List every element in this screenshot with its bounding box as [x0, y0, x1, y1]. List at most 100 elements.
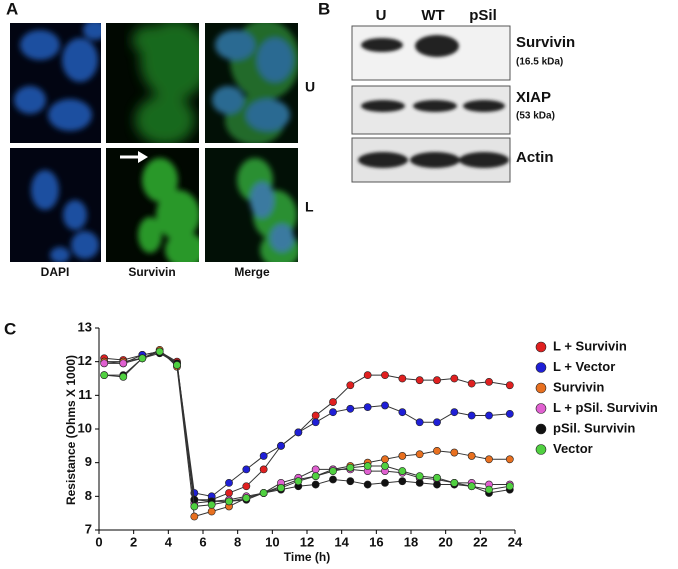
- data-point: [225, 478, 233, 487]
- data-point: [398, 408, 407, 417]
- y-tick-label: 7: [85, 521, 92, 536]
- legend-marker: [535, 423, 547, 435]
- data-point: [277, 441, 285, 450]
- x-tick-label: 2: [130, 534, 137, 549]
- data-point: [100, 359, 109, 368]
- x-tick-label: 12: [300, 534, 314, 549]
- lane-label: pSil: [469, 7, 497, 24]
- data-point: [346, 404, 355, 413]
- legend-label: Vector: [553, 441, 593, 456]
- y-tick-label: 8: [85, 488, 92, 503]
- data-point: [485, 377, 493, 386]
- data-point: [450, 448, 459, 457]
- band-size: (53 kDa): [516, 111, 555, 122]
- data-point: [190, 512, 199, 521]
- data-point: [311, 480, 320, 489]
- series-line: [104, 349, 510, 518]
- data-point: [363, 371, 372, 380]
- y-tick-label: 10: [78, 420, 92, 435]
- x-tick-label: 10: [265, 534, 279, 549]
- data-point: [381, 478, 389, 487]
- legend-label: pSil. Survivin: [553, 420, 635, 435]
- legend-marker: [535, 382, 547, 394]
- x-tick-label: 24: [508, 534, 523, 549]
- data-point: [294, 428, 303, 437]
- x-tick-label: 8: [234, 534, 241, 549]
- x-tick-label: 14: [334, 534, 349, 549]
- data-point: [381, 455, 389, 464]
- data-point: [329, 398, 337, 406]
- column-label: DAPI: [41, 265, 70, 279]
- x-tick-label: 16: [369, 534, 383, 549]
- y-tick-label: 13: [78, 319, 92, 334]
- data-point: [450, 374, 459, 383]
- data-point: [190, 495, 199, 504]
- y-tick-label: 12: [78, 353, 92, 368]
- data-point: [485, 455, 493, 464]
- data-point: [505, 381, 514, 390]
- legend-label: L + Survivin: [553, 338, 627, 353]
- band-size: (16.5 kDa): [516, 57, 563, 68]
- legend-marker: [535, 341, 547, 353]
- data-point: [119, 359, 128, 368]
- data-point: [207, 507, 216, 516]
- data-point: [259, 452, 268, 460]
- data-point: [415, 418, 424, 427]
- row-label: L: [305, 199, 314, 215]
- data-point: [467, 379, 476, 388]
- x-tick-label: 22: [473, 534, 487, 549]
- panel-label: A: [6, 0, 18, 18]
- data-point: [190, 502, 199, 511]
- data-point: [381, 401, 389, 410]
- data-point: [505, 409, 514, 418]
- blot: [351, 25, 511, 183]
- x-tick-label: 4: [165, 534, 173, 549]
- legend-label: L + Vector: [553, 359, 615, 374]
- data-point: [329, 408, 337, 417]
- legend-marker: [535, 444, 547, 455]
- x-tick-label: 6: [199, 534, 206, 549]
- panel-label: C: [4, 319, 16, 338]
- data-point: [259, 489, 268, 497]
- data-point: [259, 465, 268, 474]
- data-point: [433, 376, 441, 385]
- lane-label: WT: [421, 7, 444, 24]
- data-point: [398, 374, 407, 383]
- data-point: [138, 354, 147, 363]
- data-point: [225, 489, 233, 497]
- data-point: [398, 477, 407, 486]
- data-point: [467, 411, 476, 420]
- data-point: [485, 485, 493, 494]
- x-tick-label: 0: [95, 534, 102, 549]
- data-point: [329, 475, 337, 484]
- x-tick-label: 20: [438, 534, 452, 549]
- data-point: [346, 463, 355, 472]
- data-point: [415, 472, 424, 481]
- data-point: [398, 467, 407, 475]
- band-label: Actin: [516, 149, 554, 166]
- data-point: [363, 462, 372, 470]
- data-point: [433, 446, 441, 455]
- legend-marker: [535, 362, 547, 373]
- y-axis-title: Resistance (Ohms X 1000): [64, 355, 78, 505]
- data-point: [467, 452, 476, 460]
- data-point: [100, 371, 109, 380]
- data-point: [242, 465, 251, 474]
- panel-label: B: [318, 0, 330, 18]
- x-axis-title: Time (h): [284, 550, 330, 564]
- data-point: [225, 497, 233, 506]
- data-point: [311, 465, 320, 474]
- data-point: [398, 452, 407, 460]
- data-point: [119, 372, 128, 381]
- data-point: [242, 482, 251, 491]
- data-point: [277, 484, 285, 492]
- data-point: [155, 347, 164, 356]
- data-point: [311, 472, 320, 481]
- data-point: [311, 418, 320, 427]
- data-point: [505, 455, 514, 464]
- data-point: [433, 418, 441, 427]
- y-tick-label: 9: [85, 454, 92, 469]
- legend-marker: [535, 403, 547, 414]
- data-point: [381, 462, 389, 470]
